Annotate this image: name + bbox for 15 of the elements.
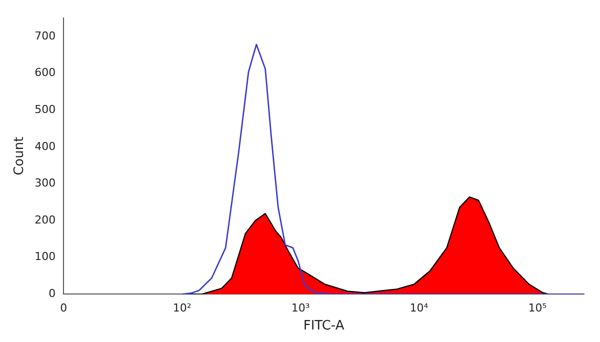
- x-tick-label: 10²: [172, 302, 192, 315]
- y-tick-label: 600: [34, 66, 56, 80]
- y-tick-label: 400: [34, 140, 56, 153]
- y-tick-label: 0: [48, 287, 56, 300]
- x-axis-title: FITC-A: [303, 318, 344, 334]
- x-tick-label: 10⁴: [410, 302, 429, 315]
- y-tick-label: 200: [34, 213, 56, 226]
- y-tick-label: 700: [34, 29, 56, 42]
- x-tick-label: 10⁵: [528, 302, 547, 315]
- y-tick-label: 500: [34, 102, 56, 116]
- x-tick-label: 10³: [291, 302, 310, 315]
- x-tick-label: 0: [60, 302, 68, 315]
- y-tick-label: 300: [34, 176, 56, 190]
- y-tick-label: 100: [34, 250, 56, 264]
- y-axis-title: Count: [12, 136, 28, 176]
